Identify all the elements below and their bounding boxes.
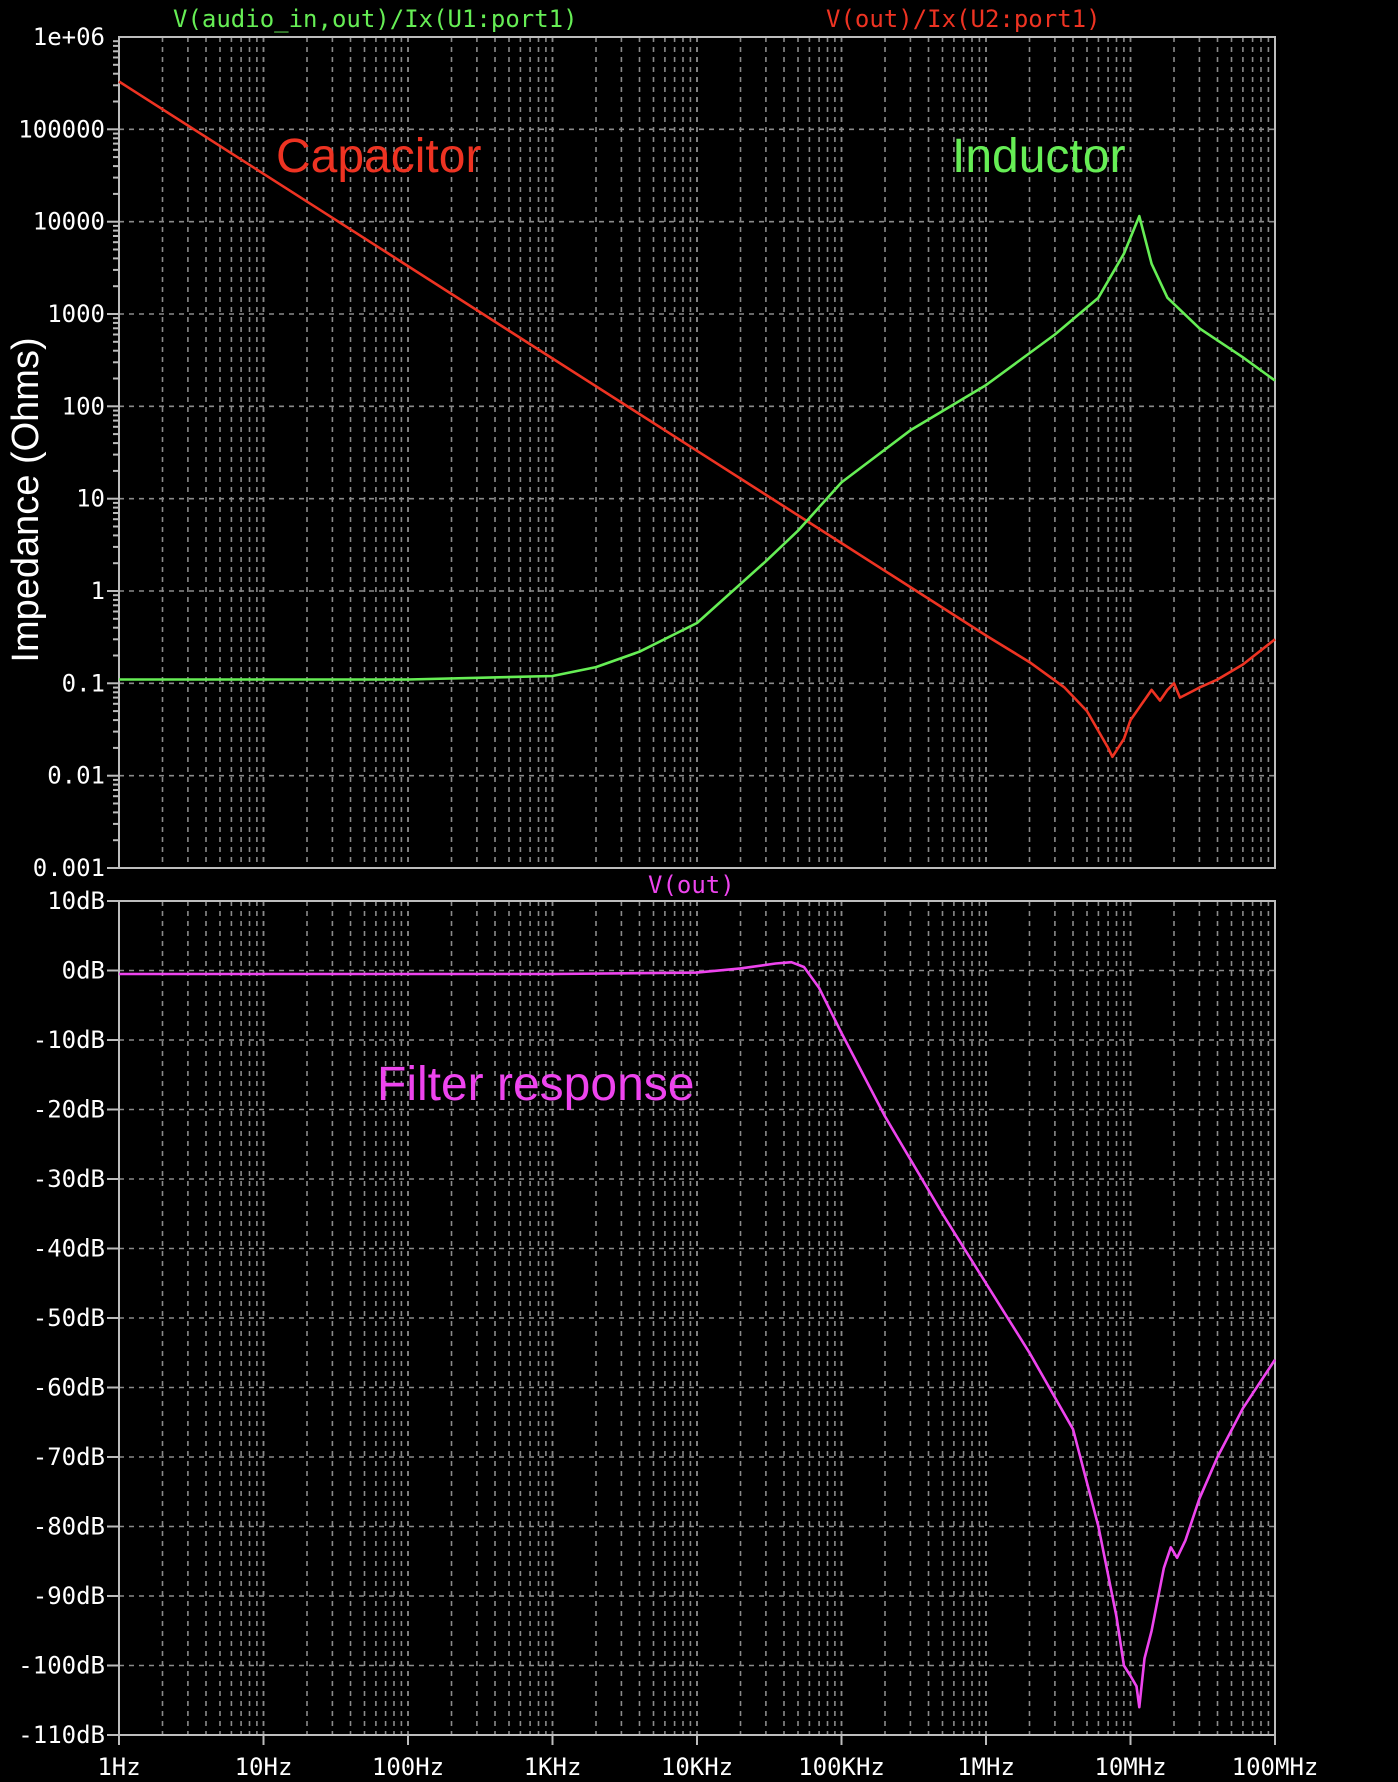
bottom-y-tick-label: -100dB xyxy=(18,1652,105,1680)
bottom-y-tick-label: -110dB xyxy=(18,1721,105,1749)
top-panel-frame xyxy=(118,36,1276,869)
grid xyxy=(119,37,1275,1735)
bottom-y-tick-label: -60dB xyxy=(33,1374,105,1402)
series-title-inductor: V(audio_in,out)/Ix(U1:port1) xyxy=(173,5,578,33)
annotation-inductor: Inductor xyxy=(952,130,1125,183)
bottom-y-tick-label: -50dB xyxy=(33,1304,105,1332)
top-y-tick-label: 0.01 xyxy=(47,762,105,790)
x-tick-label: 10Hz xyxy=(235,1753,293,1781)
bottom-y-tick-label: -10dB xyxy=(33,1026,105,1054)
x-tick-label: 1Hz xyxy=(97,1753,140,1781)
x-tick-label: 10MHz xyxy=(1094,1753,1166,1781)
top-y-tick-label: 10000 xyxy=(33,208,105,236)
top-y-tick-label: 1 xyxy=(91,577,105,605)
y-axis-label-impedance: Impedance (Ohms) xyxy=(5,337,47,662)
bottom-y-tick-label: -40dB xyxy=(33,1235,105,1263)
x-tick-label: 1KHz xyxy=(524,1753,582,1781)
x-tick-label: 1MHz xyxy=(957,1753,1015,1781)
bottom-y-tick-label: -80dB xyxy=(33,1513,105,1541)
series-line-filter-response xyxy=(119,960,1277,1709)
annotation-filter-response: Filter response xyxy=(377,1058,694,1111)
bottom-y-tick-label: -20dB xyxy=(33,1096,105,1124)
series-title-vout: V(out) xyxy=(648,871,735,899)
series-title-capacitor: V(out)/Ix(U2:port1) xyxy=(826,5,1101,33)
text-layer: V(audio_in,out)/Ix(U1:port1) V(out)/Ix(U… xyxy=(5,5,1318,1781)
series-line-inductor xyxy=(119,214,1276,681)
x-tick-label: 10KHz xyxy=(661,1753,733,1781)
series-line-capacitor xyxy=(118,80,1276,759)
top-y-tick-label: 1e+06 xyxy=(33,23,105,51)
bottom-y-tick-label: 10dB xyxy=(47,887,105,915)
top-y-tick-label: 100000 xyxy=(18,115,105,143)
x-tick-label: 100MHz xyxy=(1232,1753,1319,1781)
top-y-tick-label: 1000 xyxy=(47,300,105,328)
bottom-y-tick-label: -30dB xyxy=(33,1165,105,1193)
x-tick-label: 100Hz xyxy=(372,1753,444,1781)
x-tick-label: 100KHz xyxy=(798,1753,885,1781)
bottom-y-tick-label: -70dB xyxy=(33,1443,105,1471)
bottom-y-tick-label: -90dB xyxy=(33,1582,105,1610)
annotation-capacitor: Capacitor xyxy=(276,130,481,183)
bottom-y-tick-label: 0dB xyxy=(62,957,105,985)
top-y-tick-label: 10 xyxy=(76,485,105,513)
series-layer xyxy=(118,80,1277,1709)
plot-frames xyxy=(107,36,1276,1745)
top-y-tick-label: 0.1 xyxy=(62,669,105,697)
top-y-tick-label: 0.001 xyxy=(33,854,105,882)
top-y-tick-label: 100 xyxy=(62,392,105,420)
